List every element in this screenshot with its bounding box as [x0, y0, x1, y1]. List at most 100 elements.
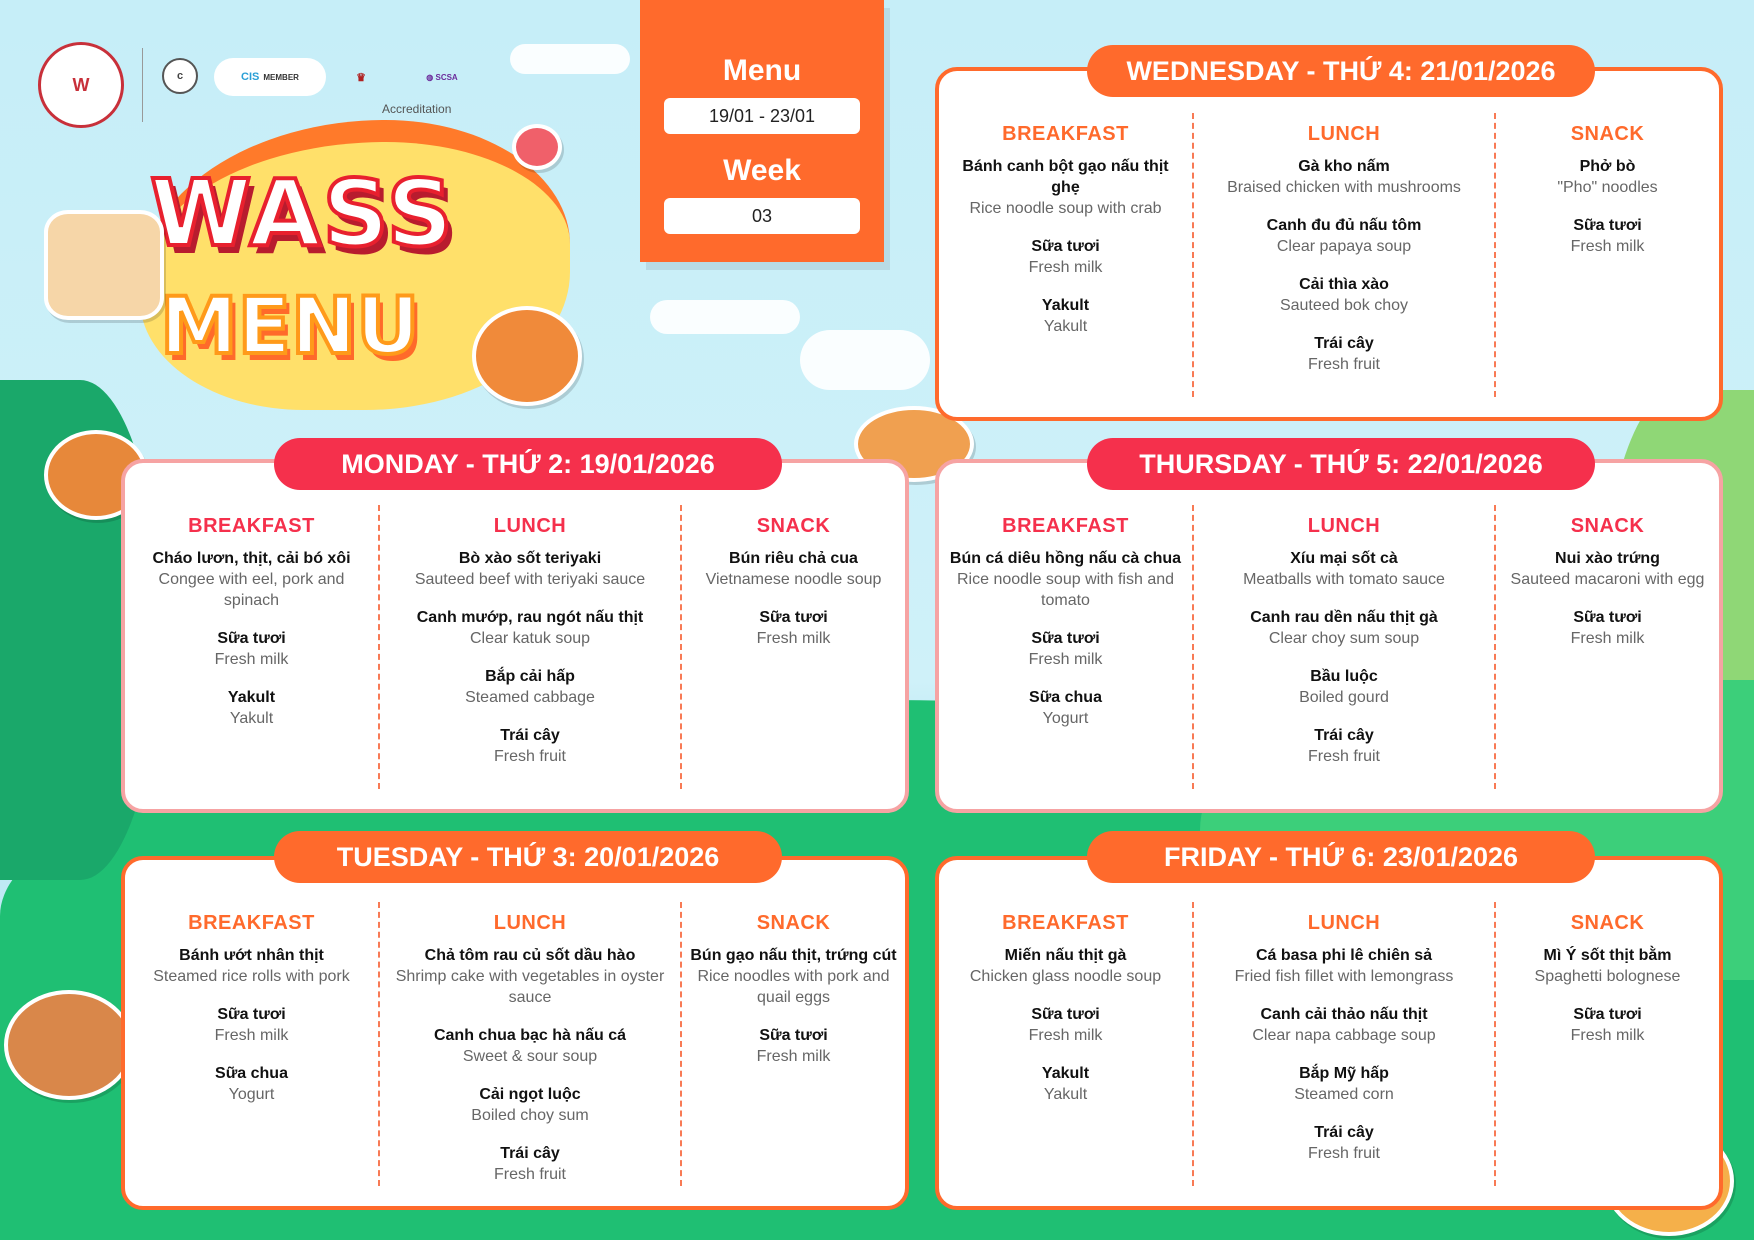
dish-name-en: Fresh fruit [1307, 1145, 1380, 1162]
dish-name-en: Chicken glass noodle soup [969, 968, 1162, 985]
menu-item: Trái cây Fresh fruit [1194, 1122, 1494, 1164]
dish-name-vi: Trái cây [500, 1145, 560, 1162]
meal-column-lunch: LUNCH Gà kho nấm Braised chicken with mush… [1192, 113, 1496, 397]
menu-item: Trái cây Fresh fruit [1194, 333, 1494, 375]
dish-name-en: Fresh fruit [493, 748, 566, 765]
meal-heading: SNACK [756, 912, 831, 934]
dish-name-en: Fresh milk [214, 651, 289, 668]
wa-crest-logo: ♛ [356, 71, 366, 84]
menu-label: Menu [722, 54, 802, 87]
cloud [800, 330, 930, 390]
meal-column-breakfast: BREAKFAST Bún cá diêu hồng nấu cà chua Ric… [939, 463, 1192, 809]
menu-item: Bò xào sốt teriyaki Sauteed beef with ter… [380, 548, 680, 590]
cis-logo: CIS MEMBER [214, 58, 326, 96]
meal-heading: LUNCH [1307, 123, 1381, 145]
menu-item: Bắp Mỹ hấp Steamed corn [1194, 1063, 1494, 1105]
meal-heading: SNACK [1570, 515, 1645, 537]
dish-name-en: Clear napa cabbage soup [1252, 1027, 1436, 1044]
dish-name-en: Sauteed macaroni with egg [1510, 571, 1705, 588]
dish-name-vi: Canh mướp, rau ngót nấu thịt [416, 609, 644, 626]
day-card-monday: BREAKFAST Cháo lươn, thịt, cải bó xôi Cong… [121, 459, 909, 813]
dish-name-en: Yogurt [1042, 710, 1089, 727]
meal-heading: SNACK [1570, 123, 1645, 145]
dish-name-en: Sauteed beef with teriyaki sauce [414, 571, 646, 588]
menu-item: Sữa tươi Fresh milk [1496, 607, 1719, 649]
dish-name-vi: Bầu luộc [1310, 668, 1378, 685]
heart-icon [512, 124, 562, 170]
meal-heading: SNACK [756, 515, 831, 537]
menu-item: Sữa tươi Fresh milk [939, 1004, 1192, 1046]
cloud [650, 300, 800, 334]
dish-name-en: Steamed cabbage [465, 689, 595, 706]
meal-heading: BREAKFAST [188, 912, 315, 934]
dish-name-en: Yakult [229, 710, 274, 727]
menu-item: Nui xào trứng Sauteed macaroni with egg [1496, 548, 1719, 590]
day-header: THURSDAY - THỨ 5: 22/01/2026 [1087, 438, 1595, 490]
menu-item: Sữa chua Yogurt [939, 687, 1192, 729]
dish-name-vi: Xíu mại sốt cà [1290, 550, 1398, 567]
dish-name-vi: Bắp cải hấp [485, 668, 575, 685]
meal-heading: LUNCH [493, 912, 567, 934]
dish-name-en: Braised chicken with mushrooms [1227, 179, 1461, 196]
dish-name-en: Fresh milk [214, 1027, 289, 1044]
dish-name-vi: Sữa tươi [1031, 238, 1100, 255]
day-card-thursday: BREAKFAST Bún cá diêu hồng nấu cà chua Ric… [935, 459, 1723, 813]
menu-item: Sữa tươi Fresh milk [939, 628, 1192, 670]
dish-name-vi: Trái cây [500, 727, 560, 744]
day-header: TUESDAY - THỨ 3: 20/01/2026 [274, 831, 782, 883]
dish-name-en: Rice noodles with pork and quail eggs [697, 968, 890, 1006]
menu-item: Trái cây Fresh fruit [380, 1143, 680, 1185]
menu-item: Sữa chua Yogurt [125, 1063, 378, 1105]
menu-item: Gà kho nấm Braised chicken with mushrooms [1194, 156, 1494, 198]
day-card-friday: BREAKFAST Miến nấu thịt gà Chicken glass n… [935, 856, 1723, 1210]
dish-name-vi: Sữa tươi [1031, 1006, 1100, 1023]
menu-item: Miến nấu thịt gà Chicken glass noodle sou… [939, 945, 1192, 987]
menu-item: Cải ngọt luộc Boiled choy sum [380, 1084, 680, 1126]
meal-columns: BREAKFAST Bánh ướt nhân thịt Steamed rice … [125, 860, 905, 1206]
menu-item: Chả tôm rau củ sốt dầu hào Shrimp cake wi… [380, 945, 680, 1008]
scsa-logo: ◍ SCSA [426, 72, 458, 82]
meal-columns: BREAKFAST Miến nấu thịt gà Chicken glass n… [939, 860, 1719, 1206]
dish-name-en: Boiled gourd [1299, 689, 1389, 706]
menu-item: Bắp cải hấp Steamed cabbage [380, 666, 680, 708]
dish-name-en: Clear papaya soup [1276, 238, 1412, 255]
dish-name-en: Fresh milk [1028, 651, 1103, 668]
week-number: 03 [664, 198, 860, 234]
meal-column-snack: SNACK Bún riêu chả cua Vietnamese noodle s… [682, 463, 905, 809]
day-card-tuesday: BREAKFAST Bánh ướt nhân thịt Steamed rice … [121, 856, 909, 1210]
menu-item: Sữa tươi Fresh milk [1496, 215, 1719, 257]
cloud [510, 44, 630, 74]
dish-name-en: Fresh fruit [1307, 356, 1380, 373]
meal-columns: BREAKFAST Bánh canh bột gạo nấu thịt ghẹ R… [939, 71, 1719, 417]
dish-name-en: Fresh milk [1028, 259, 1103, 276]
dish-name-vi: Sữa tươi [1031, 630, 1100, 647]
dish-name-vi: Miến nấu thịt gà [1004, 947, 1127, 964]
meal-heading: LUNCH [1307, 515, 1381, 537]
day-header: WEDNESDAY - THỨ 4: 21/01/2026 [1087, 45, 1595, 97]
dish-name-vi: Sữa tươi [759, 609, 828, 626]
dish-name-en: Fresh milk [1570, 1027, 1645, 1044]
dish-name-vi: Bún gạo nấu thịt, trứng cút [690, 947, 897, 964]
menu-item: Cháo lươn, thịt, cải bó xôi Congee with e… [125, 548, 378, 611]
dish-name-en: Fresh milk [1570, 630, 1645, 647]
meal-columns: BREAKFAST Bún cá diêu hồng nấu cà chua Ric… [939, 463, 1719, 809]
menu-item: Sữa tươi Fresh milk [125, 1004, 378, 1046]
menu-item: Canh rau dền nấu thịt gà Clear choy sum s… [1194, 607, 1494, 649]
menu-item: Canh mướp, rau ngót nấu thịt Clear katuk … [380, 607, 680, 649]
dish-name-en: Boiled choy sum [471, 1107, 589, 1124]
cognia-logo: c [162, 58, 198, 94]
title-menu: MENU [158, 280, 422, 374]
meal-heading: BREAKFAST [188, 515, 315, 537]
menu-item: Phở bò "Pho" noodles [1496, 156, 1719, 198]
dish-name-vi: Yakult [1041, 1065, 1090, 1082]
dish-name-vi: Trái cây [1314, 335, 1374, 352]
meal-heading: LUNCH [1307, 912, 1381, 934]
menu-item: Sữa tươi Fresh milk [682, 1025, 905, 1067]
dish-name-vi: Sữa tươi [1573, 217, 1642, 234]
dish-name-en: Clear choy sum soup [1268, 630, 1420, 647]
dish-name-vi: Sữa tươi [217, 630, 286, 647]
dish-name-vi: Nui xào trứng [1555, 550, 1660, 567]
dish-name-en: Clear katuk soup [469, 630, 591, 647]
dish-name-vi: Cháo lươn, thịt, cải bó xôi [152, 550, 351, 567]
meal-column-breakfast: BREAKFAST Bánh ướt nhân thịt Steamed rice … [125, 860, 378, 1206]
